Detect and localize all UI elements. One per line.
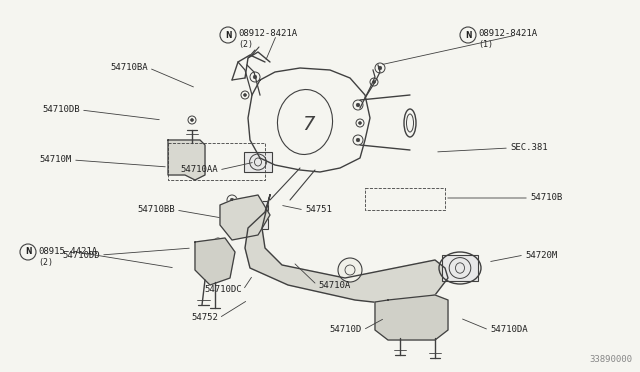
Text: 54710AA: 54710AA xyxy=(180,166,218,174)
Polygon shape xyxy=(195,238,235,285)
Text: 54710DA: 54710DA xyxy=(490,326,527,334)
Text: N: N xyxy=(465,31,471,39)
Polygon shape xyxy=(220,195,270,240)
Text: 54710DB: 54710DB xyxy=(42,106,80,115)
Text: 54710BB: 54710BB xyxy=(138,205,175,215)
Text: 33890000: 33890000 xyxy=(589,355,632,364)
Circle shape xyxy=(378,66,381,70)
FancyBboxPatch shape xyxy=(244,152,272,172)
Text: (2): (2) xyxy=(238,41,253,49)
Text: (2): (2) xyxy=(38,257,53,266)
Circle shape xyxy=(253,75,257,79)
Text: 54710DC: 54710DC xyxy=(204,285,242,295)
Text: 08915-4421A: 08915-4421A xyxy=(38,247,97,256)
FancyBboxPatch shape xyxy=(442,255,478,281)
Circle shape xyxy=(338,258,362,282)
Text: (1): (1) xyxy=(478,41,493,49)
Circle shape xyxy=(356,138,360,142)
Text: 54751: 54751 xyxy=(305,205,332,215)
Circle shape xyxy=(358,122,362,124)
Text: 54710DD: 54710DD xyxy=(62,250,100,260)
Circle shape xyxy=(356,103,360,107)
Text: N: N xyxy=(25,247,31,257)
Text: 7: 7 xyxy=(302,115,314,135)
Text: SEC.381: SEC.381 xyxy=(510,144,548,153)
Text: 54710BA: 54710BA xyxy=(110,64,148,73)
Circle shape xyxy=(230,198,234,202)
FancyBboxPatch shape xyxy=(248,201,268,229)
Text: 54710A: 54710A xyxy=(318,280,350,289)
Polygon shape xyxy=(168,140,205,180)
Text: 08912-8421A: 08912-8421A xyxy=(238,29,297,38)
Circle shape xyxy=(216,241,220,243)
Text: 54710B: 54710B xyxy=(530,193,563,202)
Circle shape xyxy=(244,94,246,96)
Polygon shape xyxy=(375,295,448,340)
Text: 54752: 54752 xyxy=(191,314,218,323)
Circle shape xyxy=(372,81,376,83)
Polygon shape xyxy=(245,195,448,305)
Text: 08912-8421A: 08912-8421A xyxy=(478,29,537,38)
Text: 54710M: 54710M xyxy=(40,155,72,164)
FancyBboxPatch shape xyxy=(170,151,196,169)
Text: N: N xyxy=(225,31,231,39)
Circle shape xyxy=(191,119,193,121)
Text: 54720M: 54720M xyxy=(525,250,557,260)
Text: 54710D: 54710D xyxy=(330,326,362,334)
